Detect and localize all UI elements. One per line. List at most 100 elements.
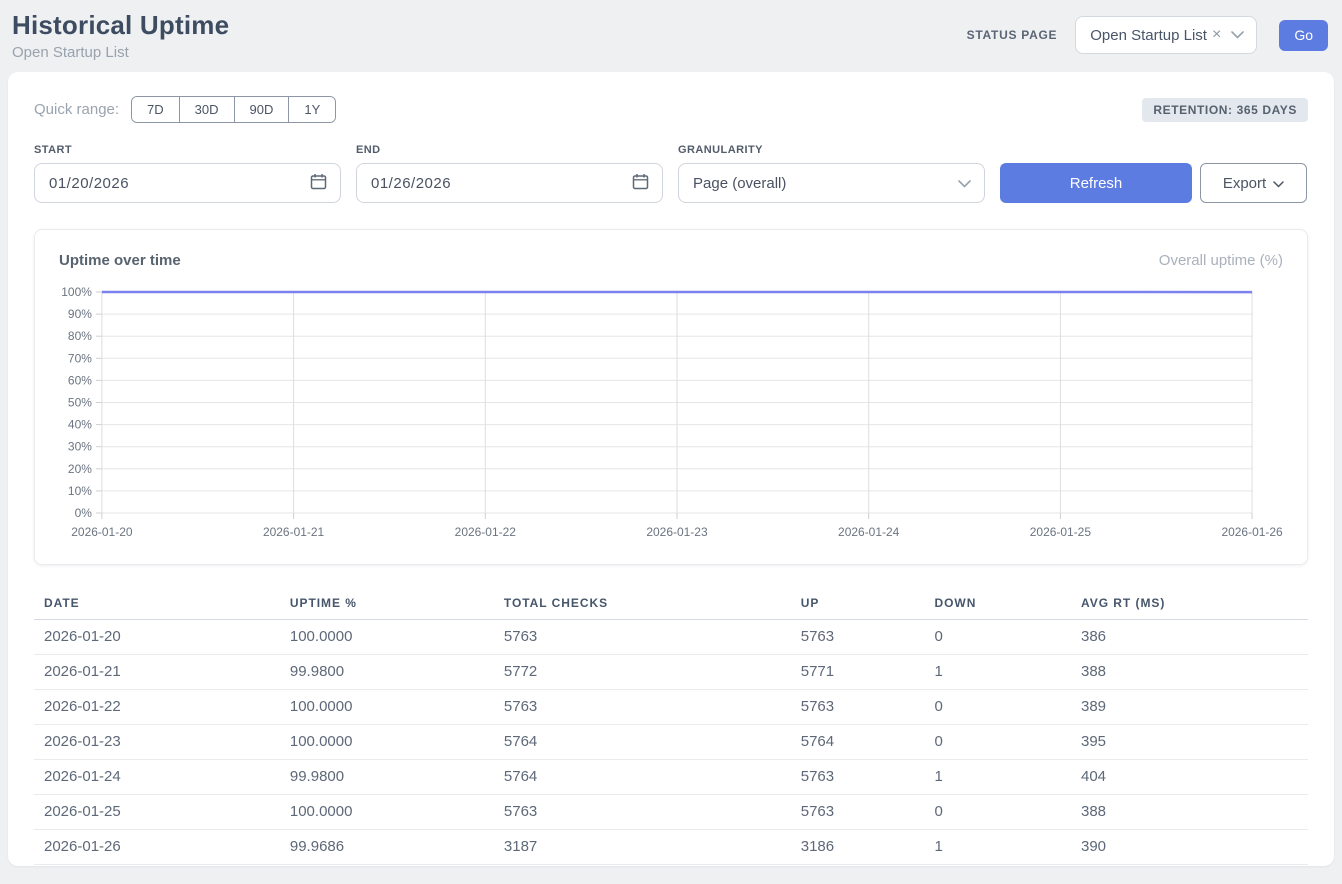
- table-cell: 5763: [493, 619, 791, 655]
- table-cell: 5764: [790, 724, 925, 760]
- table-cell: 1: [924, 829, 1071, 865]
- svg-text:40%: 40%: [68, 418, 92, 432]
- uptime-line-chart: 0% 10% 20% 30% 40% 50% 60% 70% 80% 90% 100% 2026-01…: [61, 285, 1283, 539]
- table-cell: 5772: [493, 654, 791, 690]
- svg-text:70%: 70%: [68, 351, 92, 365]
- page-title: Historical Uptime: [12, 10, 230, 40]
- table-row: 2026-01-23 100.0000 5764 5764 0 395: [34, 724, 1308, 760]
- table-cell: 100.0000: [279, 689, 494, 725]
- chart-title: Uptime over time: [59, 252, 181, 269]
- chevron-down-icon: [1231, 31, 1245, 39]
- retention-badge: RETENTION: 365 DAYS: [1142, 97, 1308, 122]
- column-header: TOTAL CHECKS: [493, 590, 791, 620]
- table-row: 2026-01-24 99.9800 5764 5763 1 404: [34, 759, 1308, 795]
- table-cell: 100.0000: [279, 724, 494, 760]
- table-cell: 5771: [790, 654, 925, 690]
- svg-text:0%: 0%: [75, 506, 93, 520]
- svg-text:50%: 50%: [68, 395, 92, 409]
- uptime-chart-card: Uptime over time Overall uptime (%) 0% 10…: [34, 229, 1308, 565]
- start-date-value: 01/20/2026: [49, 174, 130, 192]
- status-page-select[interactable]: Open Startup List ×: [1075, 16, 1258, 54]
- table-cell: 100.0000: [279, 619, 494, 655]
- svg-text:2026-01-22: 2026-01-22: [455, 525, 517, 539]
- granularity-label: GRANULARITY: [678, 144, 763, 156]
- quick-range-7d-button[interactable]: 7D: [132, 97, 179, 122]
- quick-range-group: 7D 30D 90D 1Y: [131, 96, 337, 123]
- table-row: 2026-01-25 100.0000 5763 5763 0 388: [34, 794, 1308, 830]
- table-cell: 5764: [493, 724, 791, 760]
- start-date-field: START 01/20/2026: [34, 144, 341, 203]
- svg-text:2026-01-23: 2026-01-23: [646, 525, 708, 539]
- clear-icon[interactable]: ×: [1211, 26, 1222, 43]
- end-date-label: END: [356, 144, 381, 156]
- table-row: 2026-01-26 99.9686 3187 3186 1 390: [34, 829, 1308, 865]
- table-header-row: DATE UPTIME % TOTAL CHECKS UP DOWN AVG RT (MS…: [34, 590, 1308, 620]
- table-cell: 2026-01-26: [34, 829, 280, 865]
- chart-legend: Overall uptime (%): [1158, 252, 1283, 269]
- svg-text:90%: 90%: [68, 307, 92, 321]
- column-header: UPTIME %: [279, 590, 494, 620]
- svg-text:2026-01-21: 2026-01-21: [263, 525, 325, 539]
- calendar-icon[interactable]: [632, 173, 649, 194]
- table-cell: 99.9800: [279, 654, 494, 690]
- table-cell: 388: [1071, 654, 1308, 690]
- start-date-label: START: [34, 144, 73, 156]
- table-cell: 0: [924, 724, 1071, 760]
- page-header: Historical Uptime Open Startup List STAT…: [0, 0, 1342, 70]
- table-row: 2026-01-22 100.0000 5763 5763 0 389: [34, 689, 1308, 725]
- main-card: Quick range: 7D 30D 90D 1Y RETENTION: 365 D…: [8, 72, 1334, 866]
- go-button[interactable]: Go: [1279, 19, 1328, 51]
- chart-header: Uptime over time Overall uptime (%): [35, 252, 1307, 269]
- svg-text:2026-01-25: 2026-01-25: [1030, 525, 1092, 539]
- quick-range-label: Quick range:: [34, 101, 120, 118]
- granularity-select[interactable]: Page (overall): [678, 163, 985, 203]
- quick-range-1y-button[interactable]: 1Y: [288, 97, 336, 122]
- column-header: DATE: [34, 590, 280, 620]
- chevron-down-icon: [1273, 175, 1284, 192]
- start-date-input[interactable]: 01/20/2026: [34, 163, 341, 203]
- table-cell: 5763: [790, 689, 925, 725]
- end-date-field: END 01/26/2026: [356, 144, 663, 203]
- table-cell: 0: [924, 619, 1071, 655]
- table-cell: 99.9686: [279, 829, 494, 865]
- column-header: AVG RT (MS): [1071, 590, 1308, 620]
- table-cell: 1: [924, 759, 1071, 795]
- table-row: 2026-01-20 100.0000 5763 5763 0 386: [34, 619, 1308, 655]
- table-cell: 100.0000: [279, 794, 494, 830]
- svg-text:80%: 80%: [68, 329, 92, 343]
- table-cell: 389: [1071, 689, 1308, 725]
- table-cell: 0: [924, 794, 1071, 830]
- table-cell: 2026-01-20: [34, 619, 280, 655]
- quick-range-90d-button[interactable]: 90D: [233, 97, 289, 122]
- svg-text:2026-01-24: 2026-01-24: [838, 525, 900, 539]
- table-cell: 3186: [790, 829, 925, 865]
- quick-range-row: Quick range: 7D 30D 90D 1Y RETENTION: 365 D…: [34, 96, 1308, 123]
- table-cell: 5764: [493, 759, 791, 795]
- status-page-selected-value: Open Startup List: [1090, 26, 1207, 44]
- end-date-input[interactable]: 01/26/2026: [356, 163, 663, 203]
- table-cell: 5763: [493, 794, 791, 830]
- column-header: UP: [790, 590, 925, 620]
- table-cell: 1: [924, 654, 1071, 690]
- table-cell: 390: [1071, 829, 1308, 865]
- table-cell: 99.9800: [279, 759, 494, 795]
- table-cell: 2026-01-23: [34, 724, 280, 760]
- export-button[interactable]: Export: [1200, 163, 1307, 203]
- table-cell: 2026-01-25: [34, 794, 280, 830]
- table-cell: 386: [1071, 619, 1308, 655]
- granularity-field: GRANULARITY Page (overall): [678, 144, 985, 203]
- table-cell: 388: [1071, 794, 1308, 830]
- svg-text:2026-01-26: 2026-01-26: [1221, 525, 1283, 539]
- quick-range-30d-button[interactable]: 30D: [178, 97, 234, 122]
- column-header: DOWN: [924, 590, 1071, 620]
- granularity-selected-value: Page (overall): [693, 174, 787, 192]
- svg-text:30%: 30%: [68, 440, 92, 454]
- refresh-button[interactable]: Refresh: [1000, 163, 1192, 203]
- table-cell: 395: [1071, 724, 1308, 760]
- end-date-value: 01/26/2026: [371, 174, 452, 192]
- calendar-icon[interactable]: [310, 173, 327, 194]
- table-cell: 3187: [493, 829, 791, 865]
- table-row: 2026-01-21 99.9800 5772 5771 1 388: [34, 654, 1308, 690]
- table-cell: 2026-01-22: [34, 689, 280, 725]
- filter-form-row: START 01/20/2026 END 01/26/2026 GRANULAR…: [34, 144, 1308, 203]
